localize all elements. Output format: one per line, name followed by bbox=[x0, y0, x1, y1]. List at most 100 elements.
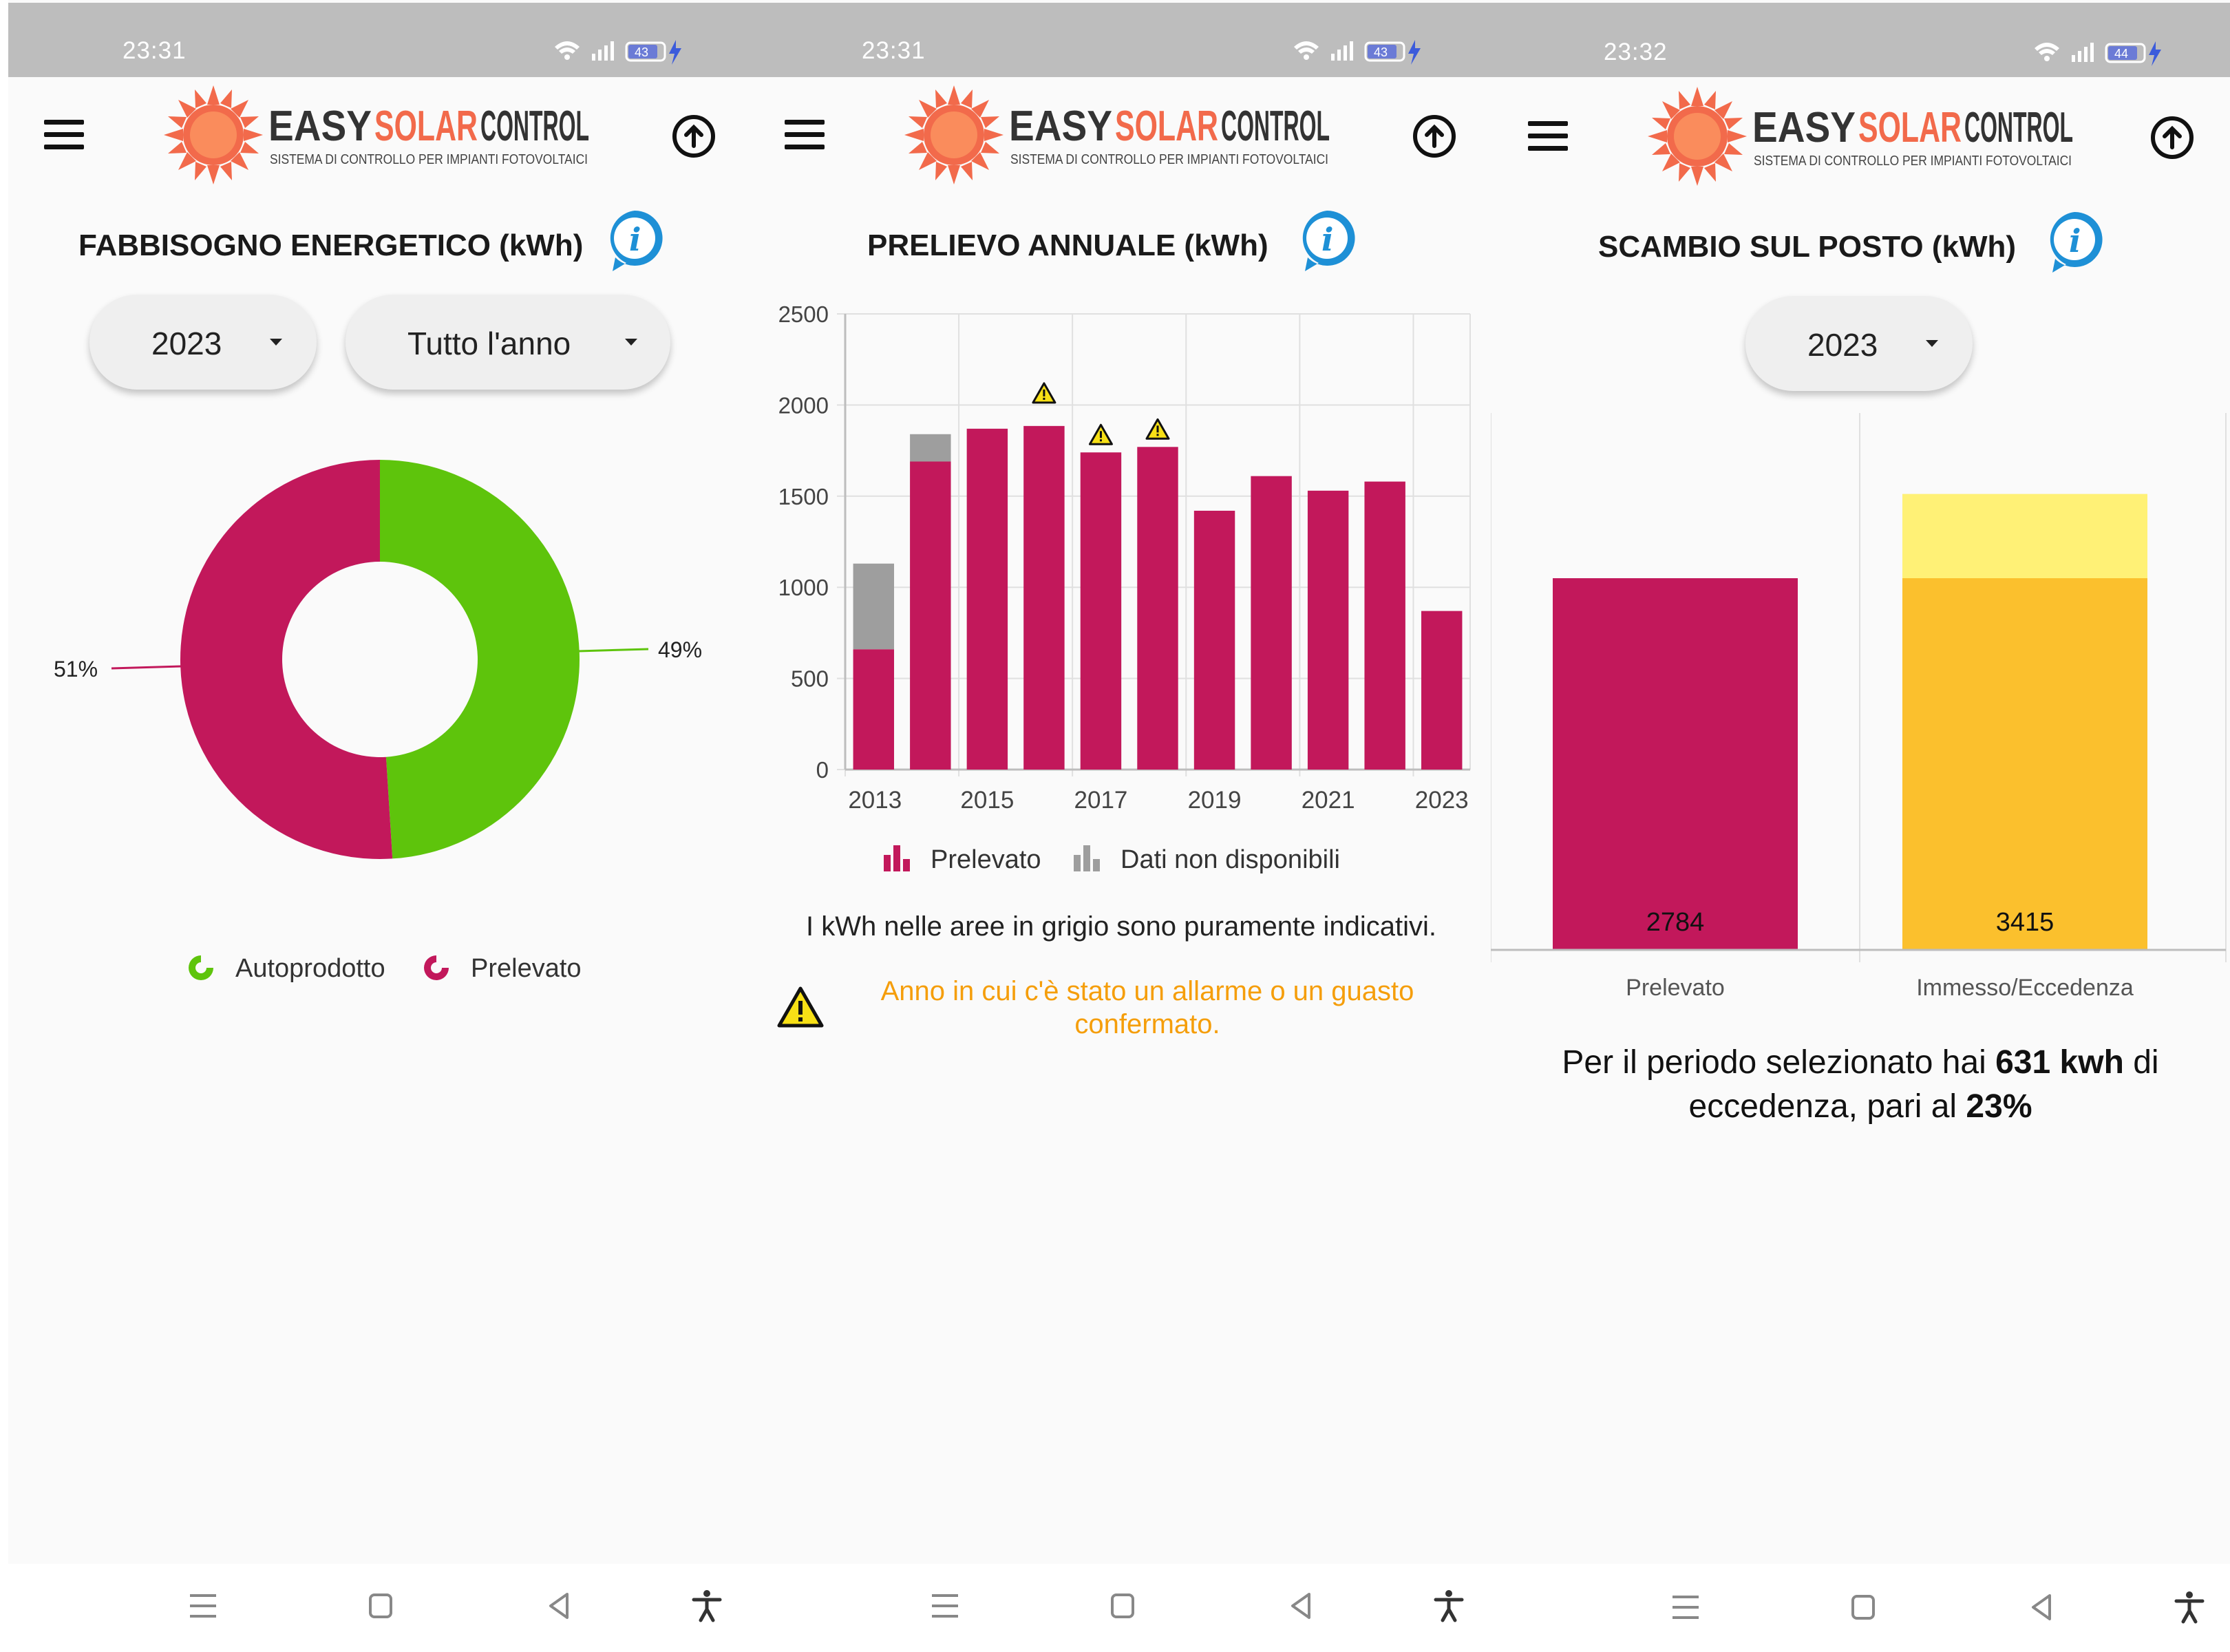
bar-prelevato-2016[interactable] bbox=[1023, 425, 1065, 770]
bar-unavailable-2014[interactable] bbox=[910, 434, 951, 462]
info-icon[interactable]: i bbox=[1294, 206, 1360, 275]
bar-prelevato-2015[interactable] bbox=[966, 428, 1008, 770]
svg-text:SISTEMA DI CONTROLLO PER IMPIA: SISTEMA DI CONTROLLO PER IMPIANTI FOTOVO… bbox=[1754, 153, 2072, 169]
summary-kwh: 631 kwh bbox=[1995, 1044, 2124, 1081]
unavailable-legend-icon[interactable] bbox=[1072, 843, 1104, 873]
legend-prelevato: Prelevato bbox=[931, 845, 1041, 874]
grey-note: I kWh nelle aree in grigio sono purament… bbox=[805, 911, 1437, 942]
status-time: 23:31 bbox=[123, 37, 187, 64]
status-icons: 43 bbox=[1294, 40, 1421, 65]
donut-slice-autoprodotto[interactable] bbox=[380, 460, 580, 859]
chevron-down-icon bbox=[1926, 340, 1938, 347]
bar-unavailable-2013[interactable] bbox=[853, 563, 894, 650]
home-icon[interactable] bbox=[1105, 1589, 1140, 1623]
summary-percent: 23% bbox=[1966, 1088, 2032, 1125]
bar-prelevato-2013[interactable] bbox=[853, 649, 894, 770]
status-time: 23:32 bbox=[1604, 39, 1668, 65]
y-tick-label: 1500 bbox=[778, 484, 829, 509]
menu-button[interactable] bbox=[1528, 121, 1569, 156]
x-tick-label: 2013 bbox=[848, 787, 902, 812]
svg-text:i: i bbox=[2069, 222, 2081, 260]
bar-value-label: 2784 bbox=[1646, 908, 1705, 937]
x-tick-label: 2021 bbox=[1302, 787, 1355, 812]
y-tick-label: 500 bbox=[791, 666, 829, 692]
svg-text:EASY: EASY bbox=[1009, 103, 1112, 150]
status-bar: 23:31 43 bbox=[8, 3, 756, 77]
prelevato-legend-icon[interactable] bbox=[421, 953, 452, 983]
svg-text:EASY: EASY bbox=[268, 103, 372, 150]
legend-unavailable: Dati non disponibili bbox=[1121, 845, 1340, 874]
leader-line-right bbox=[577, 648, 649, 653]
autoprodotto-legend-icon[interactable] bbox=[186, 953, 216, 983]
recents-icon[interactable] bbox=[928, 1589, 962, 1623]
bar-prelevato-2017[interactable] bbox=[1080, 452, 1122, 770]
status-bar: 23:31 43 bbox=[747, 3, 1495, 77]
status-icons: 44 bbox=[2035, 41, 2161, 66]
year-dropdown[interactable]: 2023 bbox=[89, 295, 317, 390]
page-title: SCAMBIO SUL POSTO (kWh) bbox=[1598, 230, 2017, 264]
bar-immesso-eccedenza[interactable] bbox=[1902, 578, 2147, 950]
accessibility-icon[interactable] bbox=[2172, 1590, 2207, 1624]
donut-chart: 51% 49% bbox=[54, 460, 702, 859]
upload-button[interactable] bbox=[668, 110, 720, 162]
bar-prelevato-2020[interactable] bbox=[1251, 476, 1292, 770]
easysolarcontrol-logo: EASY SOLAR CONTROL SISTEMA DI CONTROLLO … bbox=[904, 85, 1330, 184]
prelevato-legend-icon[interactable] bbox=[882, 843, 914, 873]
donut-legend: Autoprodotto Prelevato bbox=[180, 950, 662, 991]
back-icon[interactable] bbox=[2025, 1590, 2059, 1624]
y-tick-label: 1000 bbox=[778, 575, 829, 600]
donut-label-left: 51% bbox=[54, 657, 98, 681]
y-tick-label: 2000 bbox=[778, 392, 829, 418]
svg-text:SOLAR: SOLAR bbox=[374, 103, 478, 150]
year-dropdown[interactable]: 2023 bbox=[1745, 296, 1973, 391]
upload-button[interactable] bbox=[1408, 110, 1461, 162]
system-nav-bar bbox=[8, 1564, 756, 1652]
warning-marker-2016 bbox=[1032, 382, 1056, 404]
info-icon[interactable]: i bbox=[602, 206, 668, 275]
svg-text:i: i bbox=[1321, 221, 1333, 258]
donut-label-right: 49% bbox=[658, 637, 702, 662]
menu-button[interactable] bbox=[44, 120, 85, 154]
easysolarcontrol-logo: EASY SOLAR CONTROL SISTEMA DI CONTROLLO … bbox=[164, 85, 589, 184]
scambio-bar-chart: 2784 Prelevato 3415 Immesso/Eccedenza bbox=[1491, 413, 2227, 1001]
svg-text:SOLAR: SOLAR bbox=[1115, 103, 1218, 150]
system-nav-bar bbox=[747, 1564, 1495, 1652]
screen-scambio-sul-posto: 23:32 44 bbox=[1491, 0, 2230, 1652]
screen-fabbisogno: 23:31 43 bbox=[8, 0, 756, 1652]
accessibility-icon[interactable] bbox=[690, 1589, 724, 1623]
app-bar: EASY SOLAR CONTROL SISTEMA DI CONTROLLO … bbox=[747, 77, 1495, 194]
bar-prelevato-2022[interactable] bbox=[1364, 481, 1405, 770]
chevron-down-icon bbox=[270, 339, 282, 346]
bar-prelevato-2023[interactable] bbox=[1421, 611, 1463, 770]
bar-prelevato[interactable] bbox=[1553, 578, 1798, 950]
x-tick-label: 2015 bbox=[960, 787, 1014, 812]
bar-eccedenza[interactable] bbox=[1902, 494, 2147, 578]
info-icon[interactable]: i bbox=[2041, 208, 2107, 277]
bar-prelevato-2019[interactable] bbox=[1193, 510, 1235, 770]
summary-text: Per il periodo selezionato hai 631 kwh d… bbox=[1562, 1044, 2159, 1125]
menu-button[interactable] bbox=[785, 120, 826, 154]
app-bar: EASY SOLAR CONTROL SISTEMA DI CONTROLLO … bbox=[1491, 78, 2230, 195]
home-icon[interactable] bbox=[363, 1589, 398, 1623]
recents-icon[interactable] bbox=[186, 1589, 220, 1623]
back-icon[interactable] bbox=[1284, 1589, 1319, 1623]
donut-slice-prelevato[interactable] bbox=[180, 460, 393, 859]
svg-text:EASY: EASY bbox=[1752, 104, 1856, 151]
bar-prelevato-2014[interactable] bbox=[910, 461, 951, 770]
status-bar: 23:32 44 bbox=[1491, 3, 2230, 77]
home-icon[interactable] bbox=[1846, 1590, 1880, 1624]
category-label: Prelevato bbox=[1626, 975, 1725, 1001]
period-dropdown[interactable]: Tutto l'anno bbox=[346, 295, 670, 390]
accessibility-icon[interactable] bbox=[1432, 1589, 1466, 1623]
recents-icon[interactable] bbox=[1668, 1590, 1703, 1624]
bar-prelevato-2018[interactable] bbox=[1137, 447, 1178, 770]
battery-level: 44 bbox=[2114, 47, 2128, 61]
x-tick-label: 2017 bbox=[1074, 787, 1128, 812]
bar-prelevato-2021[interactable] bbox=[1307, 490, 1349, 770]
upload-button[interactable] bbox=[2146, 112, 2198, 164]
svg-text:CONTROL: CONTROL bbox=[1964, 104, 2073, 151]
back-icon[interactable] bbox=[542, 1589, 577, 1623]
screen-prelievo-annuale: 23:31 43 bbox=[747, 0, 1495, 1652]
page-title: PRELIEVO ANNUALE (kWh) bbox=[867, 229, 1268, 262]
system-nav-bar bbox=[1491, 1564, 2230, 1652]
